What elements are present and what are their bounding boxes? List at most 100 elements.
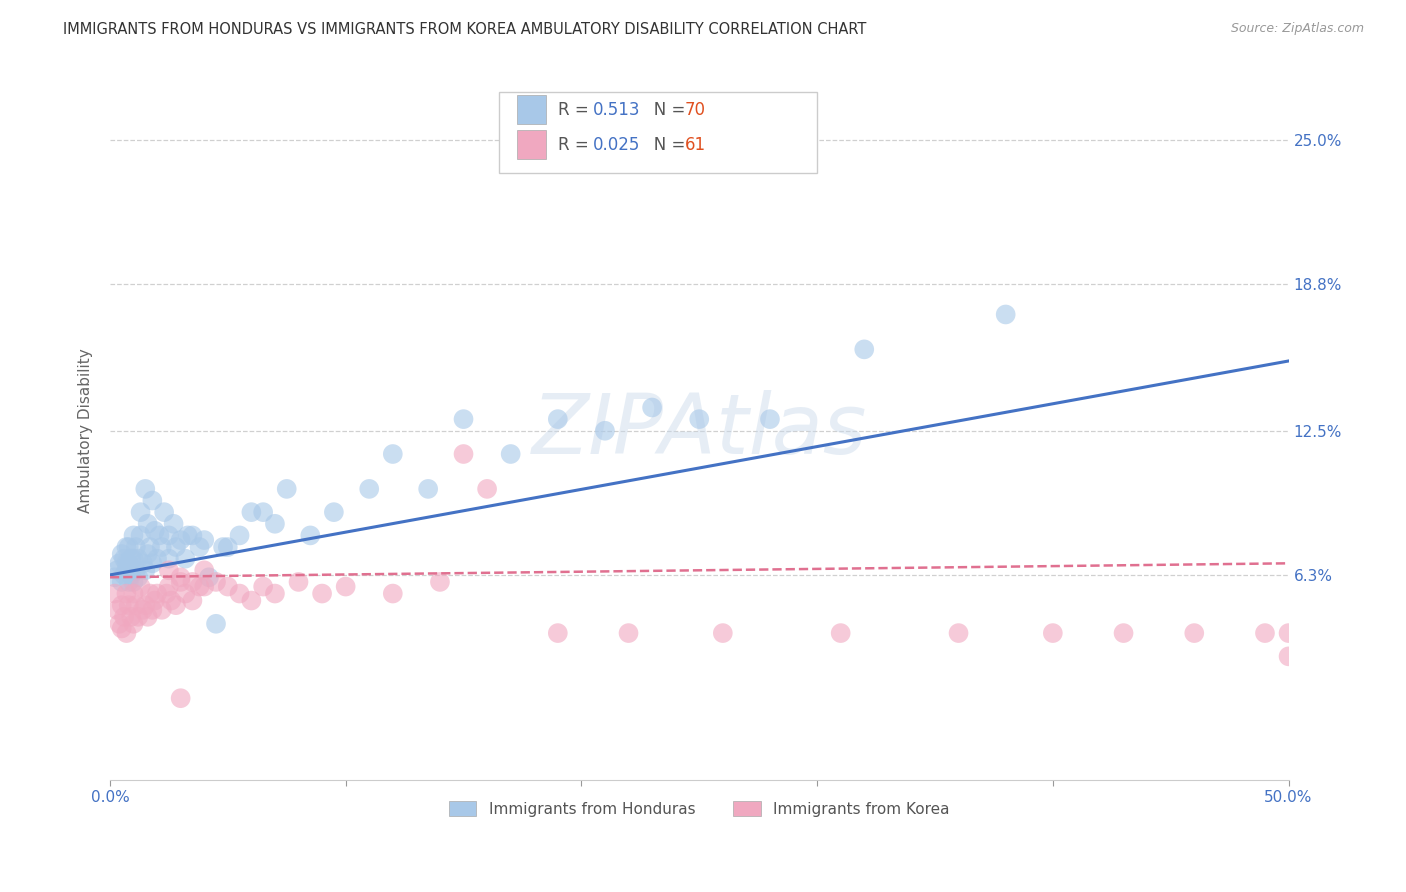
Point (118, 598, 141, 612)
Point (150, 540, 173, 554)
Point (165, 598, 187, 612)
Y-axis label: Ambulatory Disability: Ambulatory Disability (79, 349, 93, 513)
Text: N =: N = (638, 101, 690, 119)
Point (112, 609, 135, 624)
Point (122, 574, 145, 589)
Point (453, 447, 475, 461)
Text: N =: N = (638, 136, 690, 153)
Point (381, 447, 404, 461)
Point (115, 557, 138, 571)
Point (418, 482, 440, 496)
Point (205, 616, 228, 631)
Point (132, 557, 155, 571)
Point (104, 570, 127, 584)
Point (169, 570, 191, 584)
Point (134, 482, 156, 496)
Point (141, 557, 163, 571)
Point (547, 626, 569, 640)
Point (299, 528, 322, 542)
Point (125, 598, 148, 612)
Point (139, 586, 162, 600)
Point (146, 586, 169, 600)
Point (181, 574, 204, 589)
Point (276, 482, 298, 496)
Point (129, 505, 152, 519)
Point (165, 540, 187, 554)
Point (115, 586, 138, 600)
Point (127, 551, 149, 566)
Point (177, 528, 200, 542)
Point (139, 540, 162, 554)
Point (1112, 626, 1135, 640)
Point (240, 505, 263, 519)
Point (1254, 626, 1277, 640)
Point (141, 493, 163, 508)
Point (136, 547, 159, 561)
Point (111, 598, 134, 612)
Point (593, 424, 616, 438)
Point (1042, 626, 1064, 640)
Point (1182, 626, 1205, 640)
Point (499, 447, 522, 461)
Point (105, 603, 128, 617)
Point (217, 540, 239, 554)
Point (252, 580, 274, 594)
Point (212, 540, 235, 554)
Point (169, 691, 191, 706)
Point (120, 568, 142, 582)
Text: 70: 70 (685, 101, 706, 119)
FancyBboxPatch shape (516, 130, 546, 160)
Point (174, 551, 197, 566)
Point (155, 586, 177, 600)
Point (162, 516, 184, 531)
Point (198, 570, 221, 584)
Point (157, 528, 180, 542)
Point (193, 580, 215, 594)
Point (381, 586, 404, 600)
Point (188, 540, 211, 554)
Point (104, 586, 127, 600)
Point (120, 551, 142, 566)
Point (429, 574, 451, 589)
Point (948, 626, 970, 640)
Point (134, 598, 156, 612)
Point (127, 570, 149, 584)
Point (228, 586, 250, 600)
Point (228, 528, 250, 542)
Text: 61: 61 (685, 136, 706, 153)
Point (115, 540, 138, 554)
Text: 0.025: 0.025 (593, 136, 641, 153)
Point (252, 505, 274, 519)
Point (129, 580, 152, 594)
Point (136, 516, 159, 531)
Point (134, 563, 156, 577)
Point (118, 574, 141, 589)
Point (547, 412, 569, 426)
Point (617, 626, 640, 640)
Point (193, 533, 215, 547)
Point (132, 603, 155, 617)
Point (129, 528, 152, 542)
Point (157, 580, 180, 594)
Point (1277, 626, 1299, 640)
FancyBboxPatch shape (516, 95, 546, 125)
Point (688, 412, 710, 426)
Point (335, 580, 357, 594)
Point (830, 626, 852, 640)
Point (125, 563, 148, 577)
Point (217, 580, 239, 594)
Point (157, 563, 180, 577)
Point (188, 580, 211, 594)
Point (143, 593, 166, 607)
Point (311, 586, 333, 600)
Point (1277, 649, 1299, 664)
Point (118, 540, 141, 554)
Point (118, 557, 141, 571)
Point (108, 616, 131, 631)
Point (240, 593, 263, 607)
Point (122, 528, 145, 542)
FancyBboxPatch shape (499, 93, 817, 172)
Point (169, 533, 191, 547)
Point (160, 593, 183, 607)
Point (143, 524, 166, 538)
